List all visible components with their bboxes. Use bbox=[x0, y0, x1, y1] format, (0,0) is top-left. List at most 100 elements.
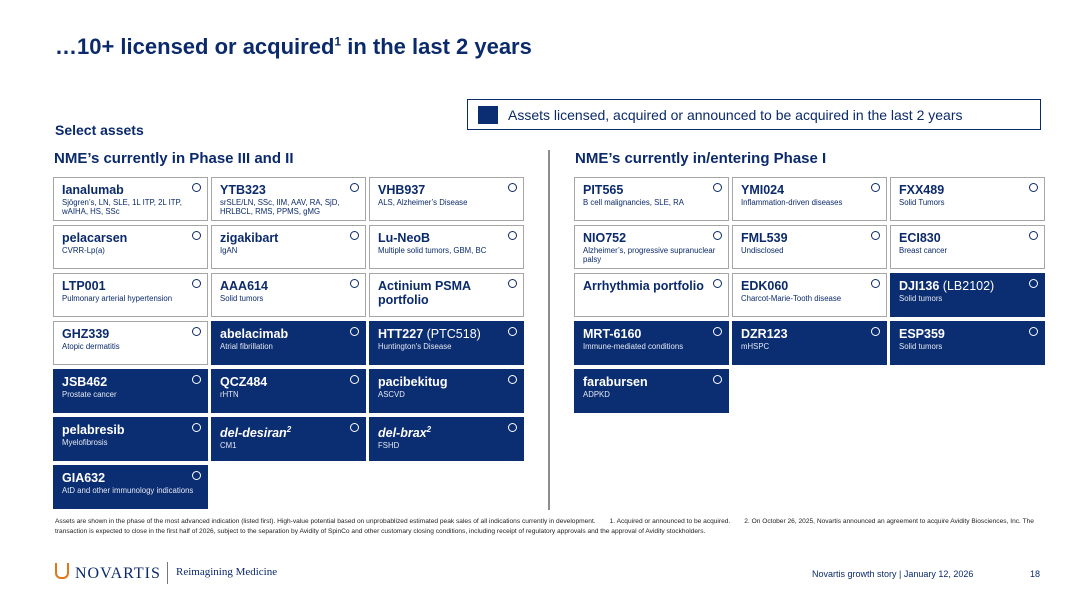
modality-icon bbox=[192, 279, 201, 288]
asset-card: DZR123 mHSPC bbox=[732, 321, 887, 365]
legend: Assets licensed, acquired or announced t… bbox=[467, 99, 1041, 130]
modality-icon bbox=[508, 327, 517, 336]
asset-name: DZR123 bbox=[741, 327, 878, 341]
asset-card: del-brax2 FSHD bbox=[369, 417, 524, 461]
logo-separator bbox=[167, 562, 168, 584]
asset-name-text: PIT565 bbox=[583, 183, 624, 197]
asset-indication: Inflammation-driven diseases bbox=[741, 198, 843, 207]
asset-name-text: LTP001 bbox=[62, 279, 106, 293]
modality-icon bbox=[192, 423, 201, 432]
asset-indication: CM1 bbox=[220, 441, 237, 451]
asset-name: GHZ339 bbox=[62, 327, 199, 341]
asset-card: GHZ339 Atopic dermatitis bbox=[53, 321, 208, 365]
asset-card: AAA614 Solid tumors bbox=[211, 273, 366, 317]
asset-name-text: Actinium PSMA portfolio bbox=[378, 279, 471, 307]
asset-indication: Prostate cancer bbox=[62, 390, 117, 399]
modality-icon bbox=[192, 327, 201, 336]
footnote: 2. On October 26, 2025, Novartis announc… bbox=[55, 518, 1034, 535]
asset-name-text: farabursen bbox=[583, 375, 648, 389]
asset-indication: srSLE/LN, SSc, IIM, AAV, RA, SjD, HRLBCL… bbox=[220, 198, 340, 216]
asset-name-sup: 2 bbox=[426, 425, 432, 434]
asset-name: YMI024 bbox=[741, 183, 878, 197]
modality-icon bbox=[1029, 183, 1038, 192]
asset-name-text: abelacimab bbox=[220, 327, 289, 341]
asset-name: abelacimab bbox=[220, 327, 357, 341]
asset-name: QCZ484 bbox=[220, 375, 357, 389]
asset-name-suffix: (LB2102) bbox=[939, 279, 995, 293]
asset-name-sup: 2 bbox=[286, 425, 292, 434]
asset-card: JSB462 Prostate cancer bbox=[53, 369, 208, 413]
asset-card: pelabresib Myelofibrosis bbox=[53, 417, 208, 461]
title-sup: 1 bbox=[334, 34, 342, 49]
asset-indication: Solid Tumors bbox=[899, 198, 945, 207]
modality-icon bbox=[192, 375, 201, 384]
asset-name: del-desiran2 bbox=[220, 423, 357, 440]
asset-name: ESP359 bbox=[899, 327, 1036, 341]
panel-heading: NME’s currently in Phase III and II bbox=[54, 150, 294, 167]
modality-icon bbox=[350, 423, 359, 432]
modality-icon bbox=[350, 375, 359, 384]
title-text: …10+ licensed or acquired bbox=[55, 34, 335, 59]
asset-indication: CVRR-Lp(a) bbox=[62, 246, 105, 255]
asset-card: YTB323 srSLE/LN, SSc, IIM, AAV, RA, SjD, … bbox=[211, 177, 366, 221]
page-number: 18 bbox=[1030, 569, 1041, 579]
asset-name: Arrhythmia portfolio bbox=[583, 279, 720, 293]
asset-indication: Myelofibrosis bbox=[62, 438, 108, 447]
asset-name-text: AAA614 bbox=[220, 279, 268, 293]
asset-name-text: Ianalumab bbox=[62, 183, 124, 197]
asset-name-text: VHB937 bbox=[378, 183, 426, 197]
asset-name-text: JSB462 bbox=[62, 375, 108, 389]
asset-name-text: FML539 bbox=[741, 231, 788, 245]
asset-card: DJI136 (LB2102) Solid tumors bbox=[890, 273, 1045, 317]
footnotes: Assets are shown in the phase of the mos… bbox=[55, 517, 1040, 537]
asset-card: PIT565 B cell malignancies, SLE, RA bbox=[574, 177, 729, 221]
asset-card: YMI024 Inflammation-driven diseases bbox=[732, 177, 887, 221]
asset-indication: Pulmonary arterial hypertension bbox=[62, 294, 173, 303]
asset-name: ECI830 bbox=[899, 231, 1036, 245]
modality-icon bbox=[713, 183, 722, 192]
asset-indication: Undisclosed bbox=[741, 246, 784, 255]
modality-icon bbox=[871, 327, 880, 336]
modality-icon bbox=[713, 327, 722, 336]
asset-name-suffix: (PTC518) bbox=[423, 327, 481, 341]
legend-label: Assets licensed, acquired or announced t… bbox=[508, 107, 963, 123]
asset-name: GIA632 bbox=[62, 471, 199, 485]
modality-icon bbox=[350, 231, 359, 240]
asset-indication: Atopic dermatitis bbox=[62, 342, 120, 351]
asset-card: LTP001 Pulmonary arterial hypertension bbox=[53, 273, 208, 317]
asset-indication: Charcot-Marie-Tooth disease bbox=[741, 294, 842, 303]
section-label: Select assets bbox=[55, 122, 144, 138]
asset-name: MRT-6160 bbox=[583, 327, 720, 341]
asset-name: EDK060 bbox=[741, 279, 878, 293]
panel-heading: NME’s currently in/entering Phase I bbox=[575, 150, 827, 167]
modality-icon bbox=[192, 471, 201, 480]
asset-card: Actinium PSMA portfolio bbox=[369, 273, 524, 317]
asset-name: FXX489 bbox=[899, 183, 1036, 197]
asset-name-text: HTT227 bbox=[378, 327, 424, 341]
legend-swatch bbox=[478, 106, 498, 124]
asset-name: HTT227 (PTC518) bbox=[378, 327, 515, 341]
asset-indication: Solid tumors bbox=[899, 294, 943, 303]
title: …10+ licensed or acquired1 in the last 2… bbox=[55, 34, 532, 60]
modality-icon bbox=[508, 183, 517, 192]
modality-icon bbox=[508, 423, 517, 432]
asset-name-text: pelacarsen bbox=[62, 231, 128, 245]
asset-name: Actinium PSMA portfolio bbox=[378, 279, 515, 307]
modality-icon bbox=[350, 279, 359, 288]
asset-card: zigakibart IgAN bbox=[211, 225, 366, 269]
title-text: in the last 2 years bbox=[341, 34, 532, 59]
asset-card: Lu-NeoB Multiple solid tumors, GBM, BC bbox=[369, 225, 524, 269]
modality-icon bbox=[350, 327, 359, 336]
asset-indication: Solid tumors bbox=[899, 342, 943, 351]
asset-name: zigakibart bbox=[220, 231, 357, 245]
asset-name-text: FXX489 bbox=[899, 183, 945, 197]
asset-name: pelacarsen bbox=[62, 231, 199, 245]
footnote: 1. Acquired or announced to be acquired. bbox=[609, 518, 731, 525]
asset-indication: ADPKD bbox=[583, 390, 610, 399]
asset-card: NIO752 Alzheimer’s, progressive supranucl… bbox=[574, 225, 729, 269]
asset-name-text: Lu-NeoB bbox=[378, 231, 431, 245]
asset-indication: B cell malignancies, SLE, RA bbox=[583, 198, 684, 207]
asset-card: Ianalumab Sjögren’s, LN, SLE, 1L ITP, 2L … bbox=[53, 177, 208, 221]
footer-source: Novartis growth story | January 12, 2026 bbox=[812, 569, 974, 579]
asset-name-text: EDK060 bbox=[741, 279, 789, 293]
